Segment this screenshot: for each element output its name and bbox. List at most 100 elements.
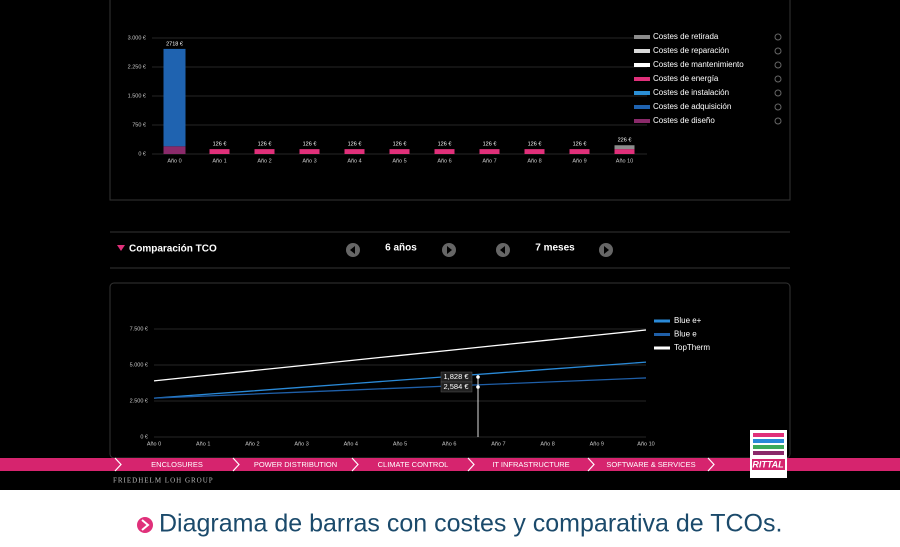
x-tick-label: Año 5 [393,441,407,447]
legend-swatch [634,91,650,95]
logo-mark [753,433,784,455]
line [153,361,647,399]
line [153,329,647,382]
bar-segment [254,149,275,154]
tooltip-box [440,381,473,393]
caption-bullet [137,517,153,533]
legend-label: Costes de mantenimiento [653,60,744,69]
total-label: 126 € [573,142,587,148]
legend-toggle[interactable] [774,61,782,69]
nav-separator [587,457,595,472]
bar-segment [209,149,230,154]
total-label: 2718 € [166,41,183,47]
legend-label: Blue e [674,330,697,339]
x-tick-label: Año 5 [392,158,406,164]
bar-segment [614,145,635,150]
legend-swatch [634,35,650,39]
logo-band [752,459,785,470]
x-tick-label: Año 7 [491,441,505,447]
next-month[interactable] [599,243,613,257]
legend-toggle[interactable] [774,117,782,125]
legend-toggle[interactable] [774,75,782,83]
nav-item[interactable]: CLIMATE CONTROL [378,460,449,469]
total-label: 126 € [348,142,362,148]
x-tick-label: Año 0 [167,158,181,164]
nav-bar [0,458,900,471]
legend-label: Blue e+ [674,316,702,325]
bar-segment [389,149,410,154]
prev-month[interactable] [496,243,510,257]
total-label: 126 € [303,142,317,148]
x-tick-label: Año 10 [616,158,633,164]
x-tick-label: Año 9 [572,158,586,164]
y-tick-label: 1.500 € [128,93,146,99]
legend-swatch [634,63,650,67]
nav-item[interactable]: ENCLOSURES [151,460,203,469]
x-tick-label: Año 1 [212,158,226,164]
x-tick-label: Año 6 [442,441,456,447]
total-label: 226 € [618,138,632,144]
prev-year[interactable] [346,243,360,257]
caption: Diagrama de barras con costes y comparat… [159,510,782,538]
x-tick-label: Año 10 [637,441,654,447]
x-tick-label: Año 3 [294,441,308,447]
nav-item[interactable]: POWER DISTRIBUTION [254,460,337,469]
section-title[interactable]: Comparación TCO [129,244,217,255]
y-tick-label: 0 € [138,151,146,157]
total-label: 126 € [213,142,227,148]
total-label: 126 € [528,142,542,148]
hover-dot [476,375,480,379]
y-tick-label: 2.250 € [128,64,146,70]
x-tick-label: Año 4 [344,441,358,447]
bar-segment [163,48,186,147]
bar-segment [524,149,545,154]
nav-separator [114,457,122,472]
footer: FRIEDHELM LOH GROUP [113,477,214,485]
x-tick-label: Año 0 [147,441,161,447]
y-tick-label: 2.500 € [130,398,148,404]
legend-toggle[interactable] [774,103,782,111]
legend-swatch [634,49,650,53]
nav-separator [232,457,240,472]
toggle-arrow[interactable] [117,245,125,251]
x-tick-label: Año 3 [302,158,316,164]
legend-label: Costes de diseño [653,116,715,125]
nav-separator [467,457,475,472]
legend-toggle[interactable] [774,47,782,55]
top-panel [109,0,791,201]
legend-toggle[interactable] [774,33,782,41]
y-tick-label: 7.500 € [130,326,148,332]
x-tick-label: Año 1 [196,441,210,447]
tooltip-label: 2,584 € [443,382,469,391]
legend-swatch [634,105,650,109]
x-tick-label: Año 8 [527,158,541,164]
y-tick-label: 5.000 € [130,362,148,368]
bar-segment [614,149,635,154]
bar-segment [344,149,365,154]
y-tick-label: 0 € [140,434,148,440]
bar-segment [299,149,320,154]
legend-label: Costes de instalación [653,88,729,97]
nav-item[interactable]: IT INFRASTRUCTURE [492,460,569,469]
y-tick-label: 3.000 € [128,35,146,41]
x-tick-label: Año 2 [245,441,259,447]
legend-swatch [634,77,650,81]
total-label: 126 € [438,142,452,148]
nav-separator [351,457,359,472]
x-tick-label: Año 2 [257,158,271,164]
logo[interactable]: RITTAL [752,459,783,469]
nav-item[interactable]: SOFTWARE & SERVICES [606,460,695,469]
x-tick-label: Año 9 [590,441,604,447]
hover-dot [476,385,480,389]
legend-label: Costes de energía [653,74,719,83]
bar-segment [479,149,500,154]
legend-label: Costes de adquisición [653,102,731,111]
next-year[interactable] [442,243,456,257]
line [153,377,647,399]
total-label: 126 € [258,142,272,148]
bar-segment [434,149,455,154]
x-tick-label: Año 6 [437,158,451,164]
legend-toggle[interactable] [774,89,782,97]
x-tick-label: Año 8 [540,441,554,447]
